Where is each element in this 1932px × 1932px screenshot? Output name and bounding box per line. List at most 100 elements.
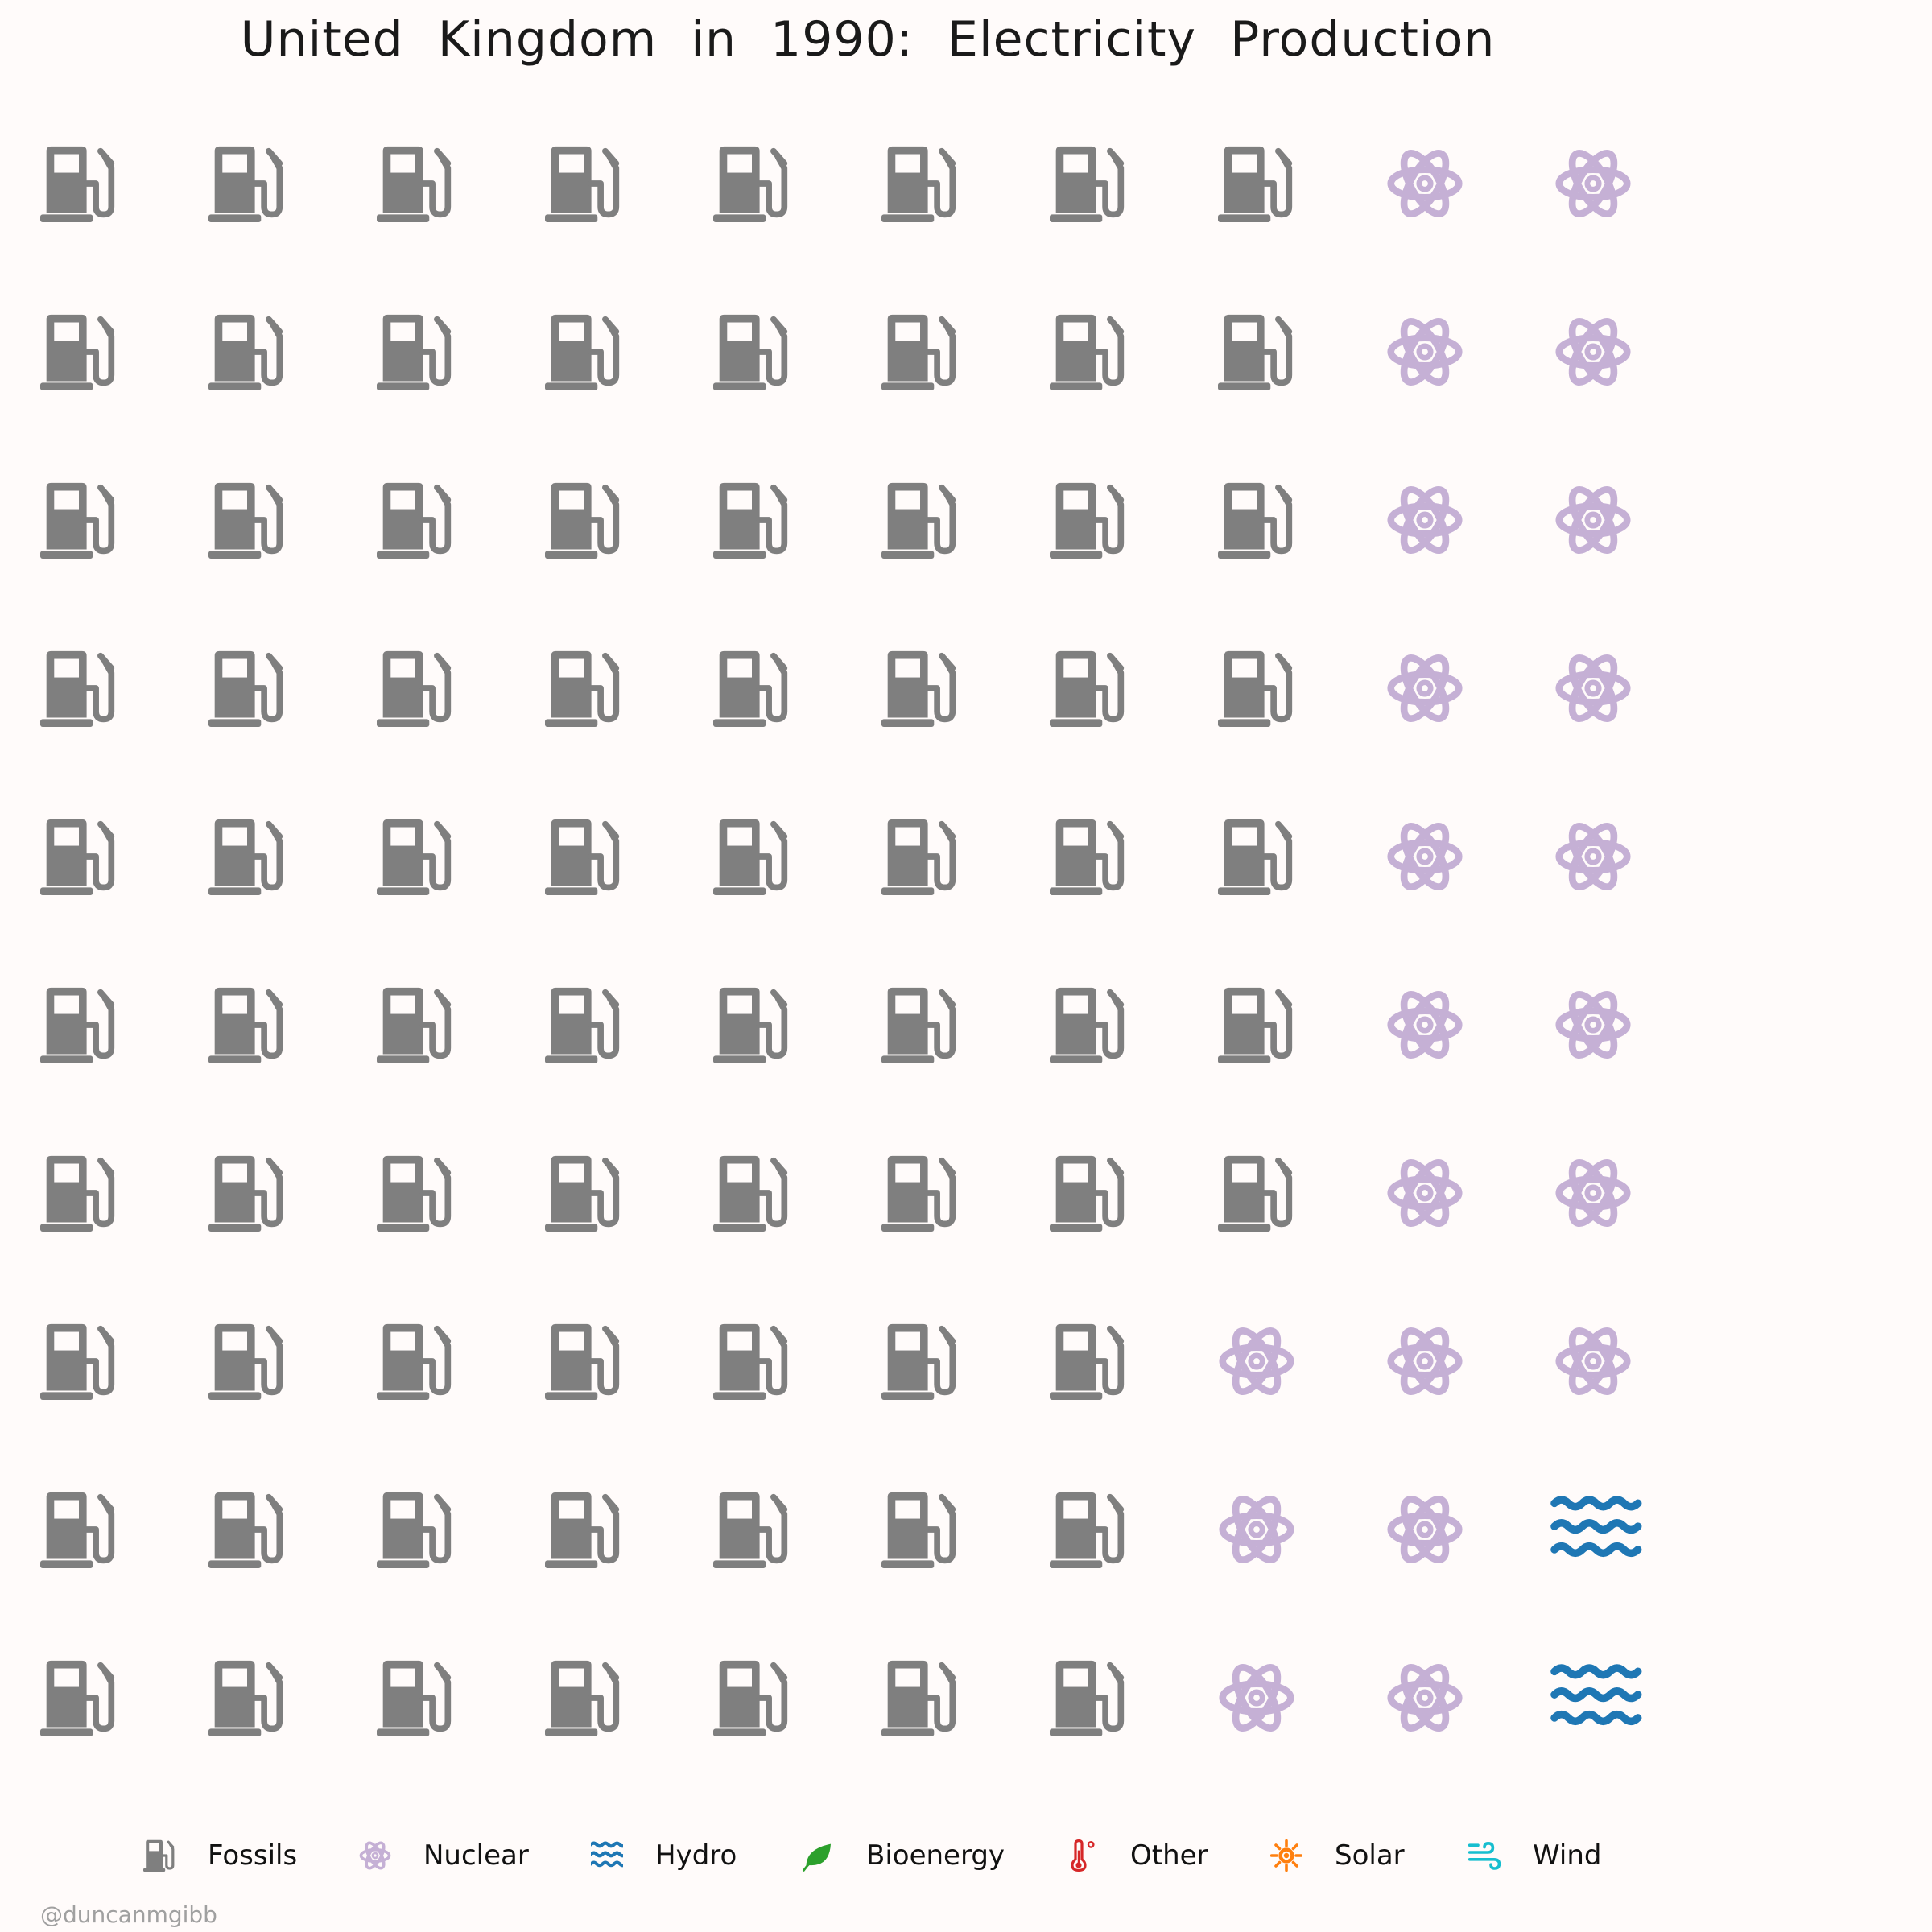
- waffle-cell-fossils: [881, 650, 956, 727]
- waffle-cell-fossils: [1050, 987, 1125, 1063]
- waffle-cell-nuclear: [1387, 823, 1463, 890]
- legend-label: Hydro: [655, 1839, 737, 1872]
- waffle-cell-fossils: [545, 650, 620, 727]
- waffle-cell-fossils: [377, 987, 452, 1063]
- waffle-cell-fossils: [881, 819, 956, 895]
- waffle-cell-fossils: [40, 987, 115, 1063]
- waffle-cell-fossils: [377, 146, 452, 222]
- waffle-cell-fossils: [40, 1155, 115, 1232]
- waffle-cell-fossils: [377, 1155, 452, 1232]
- waffle-cell-fossils: [545, 1492, 620, 1568]
- sun-icon: [1270, 1839, 1302, 1872]
- legend-label: Nuclear: [423, 1839, 529, 1872]
- waffle-cell-fossils: [881, 1323, 956, 1400]
- credit-text: @duncanmgibb: [40, 1901, 217, 1928]
- waffle-cell-nuclear: [1387, 654, 1463, 722]
- waffle-cell-fossils: [545, 1155, 620, 1232]
- waffle-cell-nuclear: [1387, 1327, 1463, 1395]
- waffle-grid: [40, 146, 1642, 1736]
- legend-item-bioenergy: Bioenergy: [802, 1827, 1005, 1884]
- fuel-pump-icon: [143, 1839, 175, 1872]
- legend-label: Other: [1130, 1839, 1208, 1872]
- waffle-cell-nuclear: [1555, 1327, 1631, 1395]
- waffle-cell-fossils: [208, 650, 283, 727]
- legend-item-nuclear: Nuclear: [359, 1827, 529, 1884]
- legend: Fossils Nuclear Hydro Bioenergy Other Solar Wi…: [0, 1827, 1932, 1884]
- waffle-cell-fossils: [545, 482, 620, 559]
- chart-title: United Kingdom in 1990: Electricity Prod…: [240, 11, 1496, 68]
- waffle-cell-nuclear: [1219, 1327, 1294, 1395]
- waffle-cell-fossils: [881, 987, 956, 1063]
- waffle-cell-nuclear: [1555, 654, 1631, 722]
- waffle-cell-nuclear: [1219, 1664, 1294, 1732]
- waffle-cell-nuclear: [1555, 318, 1631, 386]
- waffle-cell-fossils: [545, 1660, 620, 1736]
- waffle-cell-fossils: [713, 650, 788, 727]
- waffle-cell-fossils: [1050, 650, 1125, 727]
- legend-item-fossils: Fossils: [143, 1827, 297, 1884]
- waffle-cell-fossils: [1218, 1155, 1293, 1232]
- waffle-cell-fossils: [713, 1155, 788, 1232]
- waffle-cell-fossils: [545, 146, 620, 222]
- waffle-cell-fossils: [377, 819, 452, 895]
- waffle-cell-fossils: [713, 1492, 788, 1568]
- atom-icon: [359, 1841, 391, 1870]
- waffle-cell-fossils: [377, 314, 452, 390]
- waffle-cell-fossils: [1218, 819, 1293, 895]
- waffle-cell-nuclear: [1387, 150, 1463, 217]
- waffle-cell-fossils: [1218, 482, 1293, 559]
- waffle-cell-fossils: [208, 314, 283, 390]
- waffle-cell-fossils: [40, 1660, 115, 1736]
- waffle-cell-fossils: [208, 1492, 283, 1568]
- legend-item-hydro: Hydro: [591, 1827, 737, 1884]
- waffle-cell-nuclear: [1219, 1496, 1294, 1563]
- waffle-cell-fossils: [713, 314, 788, 390]
- waffle-cell-fossils: [40, 482, 115, 559]
- waffle-cell-fossils: [881, 1155, 956, 1232]
- waffle-cell-fossils: [208, 482, 283, 559]
- waffle-cell-fossils: [545, 314, 620, 390]
- waffle-cell-fossils: [1218, 146, 1293, 222]
- waffle-cell-fossils: [881, 314, 956, 390]
- waffle-cell-fossils: [881, 1492, 956, 1568]
- waffle-cell-nuclear: [1387, 1664, 1463, 1732]
- waffle-cell-fossils: [208, 987, 283, 1063]
- waffle-cell-fossils: [377, 482, 452, 559]
- waffle-cell-fossils: [713, 1660, 788, 1736]
- waffle-cell-fossils: [1218, 650, 1293, 727]
- waffle-cell-fossils: [208, 819, 283, 895]
- legend-label: Solar: [1335, 1839, 1405, 1872]
- waffle-cell-fossils: [545, 1323, 620, 1400]
- waffle-cell-fossils: [713, 146, 788, 222]
- waffle-cell-nuclear: [1387, 991, 1463, 1059]
- waffle-cell-hydro: [1550, 1664, 1642, 1726]
- waffle-cell-nuclear: [1555, 1159, 1631, 1227]
- waffle-cell-fossils: [377, 650, 452, 727]
- waffle-cell-hydro: [1550, 1496, 1642, 1558]
- waffle-cell-nuclear: [1555, 991, 1631, 1059]
- water-icon: [591, 1841, 623, 1868]
- legend-label: Fossils: [208, 1839, 298, 1872]
- waffle-cell-nuclear: [1555, 823, 1631, 890]
- waffle-cell-fossils: [881, 1660, 956, 1736]
- waffle-cell-fossils: [40, 819, 115, 895]
- legend-item-solar: Solar: [1270, 1827, 1405, 1884]
- waffle-cell-fossils: [881, 482, 956, 559]
- waffle-cell-fossils: [377, 1660, 452, 1736]
- legend-item-wind: Wind: [1468, 1827, 1601, 1884]
- waffle-cell-fossils: [208, 1323, 283, 1400]
- waffle-cell-fossils: [881, 146, 956, 222]
- thermometer-icon: [1071, 1839, 1095, 1872]
- waffle-cell-nuclear: [1555, 486, 1631, 554]
- waffle-cell-fossils: [208, 146, 283, 222]
- leaf-icon: [803, 1843, 831, 1872]
- waffle-cell-fossils: [208, 1155, 283, 1232]
- waffle-cell-nuclear: [1387, 318, 1463, 386]
- waffle-cell-fossils: [545, 819, 620, 895]
- waffle-cell-fossils: [1218, 314, 1293, 390]
- waffle-cell-nuclear: [1387, 486, 1463, 554]
- waffle-cell-fossils: [40, 146, 115, 222]
- waffle-cell-fossils: [40, 1492, 115, 1568]
- waffle-cell-fossils: [713, 1323, 788, 1400]
- waffle-cell-fossils: [1050, 314, 1125, 390]
